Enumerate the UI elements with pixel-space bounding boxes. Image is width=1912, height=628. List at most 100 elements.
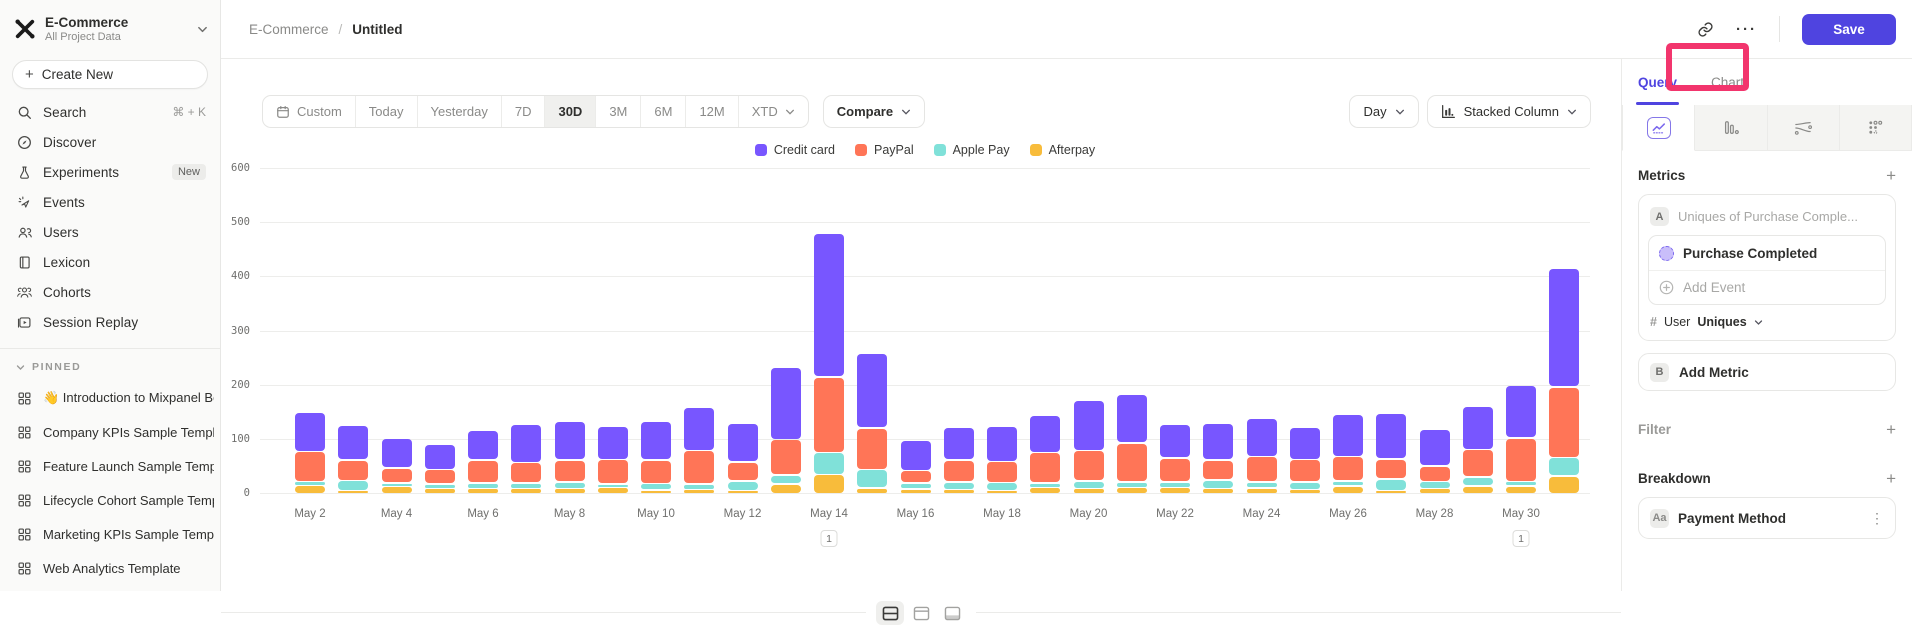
granularity-dropdown[interactable]: Day	[1349, 95, 1419, 128]
project-switcher[interactable]: E-Commerce All Project Data	[0, 8, 220, 50]
bar-may-26[interactable]	[1333, 414, 1363, 493]
more-options-button[interactable]: ···	[1736, 20, 1757, 38]
bar-may-14[interactable]	[814, 232, 844, 493]
breadcrumb-project[interactable]: E-Commerce	[249, 21, 329, 37]
bar-may-16[interactable]	[900, 439, 931, 493]
pinned-board-lifecycle[interactable]: Lifecycle Cohort Sample Temp	[0, 483, 220, 517]
segment-afterpay	[900, 489, 931, 493]
viz-tab-insights[interactable]	[1622, 105, 1696, 151]
breakdown-item-payment-method[interactable]: Aa Payment Method ⋮	[1638, 497, 1896, 539]
add-breakdown-button[interactable]: +	[1886, 469, 1896, 488]
bar-may-2[interactable]	[295, 412, 325, 493]
kebab-menu-icon[interactable]: ⋮	[1870, 509, 1884, 526]
sidebar-item-events[interactable]: Events	[0, 187, 220, 217]
segment-paypal	[1462, 450, 1493, 477]
chart-type-dropdown[interactable]: Stacked Column	[1426, 95, 1591, 128]
viz-tab-funnels[interactable]	[1695, 105, 1768, 151]
layout-chart-only-button[interactable]	[907, 601, 935, 625]
save-button[interactable]: Save	[1802, 13, 1896, 45]
bar-may-27[interactable]	[1376, 412, 1407, 493]
bar-may-12[interactable]	[727, 423, 758, 493]
range-12m[interactable]: 12M	[686, 96, 739, 127]
pinned-board-intro[interactable]: 👋 Introduction to Mixpanel Bo	[0, 381, 220, 415]
bar-may-10[interactable]	[641, 421, 671, 493]
bar-may-9[interactable]	[597, 425, 628, 493]
segment-paypal	[770, 440, 801, 475]
range-custom[interactable]: Custom	[263, 96, 356, 127]
sidebar-item-session-replay[interactable]: Session Replay	[0, 307, 220, 337]
range-30d[interactable]: 30D	[545, 96, 597, 127]
range-yesterday[interactable]: Yesterday	[418, 96, 502, 127]
pinned-section-toggle[interactable]: PINNED	[0, 359, 220, 381]
sidebar-item-experiments[interactable]: Experiments New	[0, 157, 220, 187]
pinned-board-company-kpis[interactable]: Company KPIs Sample Templat	[0, 415, 220, 449]
viz-tab-retention[interactable]	[1839, 105, 1912, 151]
tab-chart[interactable]: Chart	[1711, 74, 1745, 90]
sidebar-item-cohorts[interactable]: Cohorts	[0, 277, 220, 307]
bar-may-19[interactable]	[1030, 414, 1061, 493]
calendar-icon	[276, 105, 290, 119]
layout-table-only-button[interactable]	[938, 601, 966, 625]
viz-tab-flows[interactable]	[1767, 105, 1840, 151]
range-7d[interactable]: 7D	[502, 96, 546, 127]
range-xtd[interactable]: XTD	[739, 96, 808, 127]
breadcrumb-report-title[interactable]: Untitled	[352, 21, 403, 37]
bar-may-28[interactable]	[1419, 428, 1450, 493]
range-6m[interactable]: 6M	[641, 96, 687, 127]
legend-item-apple-pay[interactable]: Apple Pay	[933, 143, 1010, 157]
segment-apple-pay	[381, 483, 412, 486]
bar-may-23[interactable]	[1203, 422, 1234, 493]
add-metric-b-button[interactable]: B Add Metric	[1638, 353, 1896, 391]
sidebar-item-lexicon[interactable]: Lexicon	[0, 247, 220, 277]
annotation-badge[interactable]: 1	[820, 530, 838, 547]
bar-may-18[interactable]	[987, 425, 1017, 493]
legend-item-credit-card[interactable]: Credit card	[754, 143, 835, 157]
bar-may-31[interactable]	[1549, 267, 1580, 493]
bar-may-11[interactable]	[684, 406, 715, 493]
range-today[interactable]: Today	[356, 96, 418, 127]
event-selector[interactable]: Purchase Completed	[1649, 236, 1885, 270]
bar-may-8[interactable]	[554, 421, 585, 493]
compare-button[interactable]: Compare	[822, 95, 926, 128]
bar-may-3[interactable]	[338, 425, 369, 493]
segment-afterpay	[1073, 489, 1104, 493]
bar-may-22[interactable]	[1160, 424, 1190, 493]
annotation-badge[interactable]: 1	[1512, 530, 1530, 547]
pinned-board-marketing-kpis[interactable]: Marketing KPIs Sample Templat	[0, 517, 220, 551]
pinned-board-feature-launch[interactable]: Feature Launch Sample Templa	[0, 449, 220, 483]
tab-query[interactable]: Query	[1635, 59, 1680, 105]
bar-may-4[interactable]	[381, 437, 412, 493]
sidebar-item-discover[interactable]: Discover	[0, 127, 220, 157]
bar-may-21[interactable]	[1116, 394, 1147, 493]
bar-may-7[interactable]	[511, 424, 542, 493]
add-filter-button[interactable]: +	[1886, 420, 1896, 439]
copy-link-button[interactable]	[1697, 21, 1714, 38]
bar-may-25[interactable]	[1289, 427, 1320, 493]
legend-item-afterpay[interactable]: Afterpay	[1029, 143, 1095, 157]
bar-may-29[interactable]	[1462, 405, 1493, 493]
bar-may-5[interactable]	[424, 444, 455, 493]
legend-swatch	[933, 144, 946, 156]
bar-may-24[interactable]	[1246, 418, 1277, 493]
sidebar-item-search[interactable]: Search ⌘ + K	[0, 97, 220, 127]
bar-may-17[interactable]	[943, 426, 974, 493]
pinned-board-web-analytics[interactable]: Web Analytics Template	[0, 551, 220, 585]
add-metric-plus-button[interactable]: +	[1886, 166, 1896, 185]
bar-may-30[interactable]	[1506, 385, 1536, 493]
cohorts-icon	[16, 285, 33, 300]
layout-split-button[interactable]	[876, 601, 904, 625]
bar-may-13[interactable]	[770, 367, 801, 493]
gridline	[260, 330, 1590, 332]
create-new-button[interactable]: + Create New	[12, 60, 208, 89]
sidebar-item-users[interactable]: Users	[0, 217, 220, 247]
legend-item-paypal[interactable]: PayPal	[854, 143, 914, 157]
x-axis-tick: May 4	[380, 508, 413, 520]
measurement-dropdown[interactable]: # User Uniques	[1648, 305, 1886, 331]
bar-may-20[interactable]	[1073, 400, 1104, 493]
bar-may-6[interactable]	[468, 429, 498, 493]
add-event-button[interactable]: Add Event	[1649, 270, 1885, 304]
chevron-down-icon	[16, 364, 25, 370]
metric-a-summary[interactable]: Uniques of Purchase Comple...	[1678, 209, 1858, 224]
range-3m[interactable]: 3M	[596, 96, 642, 127]
bar-may-15[interactable]	[857, 353, 888, 493]
